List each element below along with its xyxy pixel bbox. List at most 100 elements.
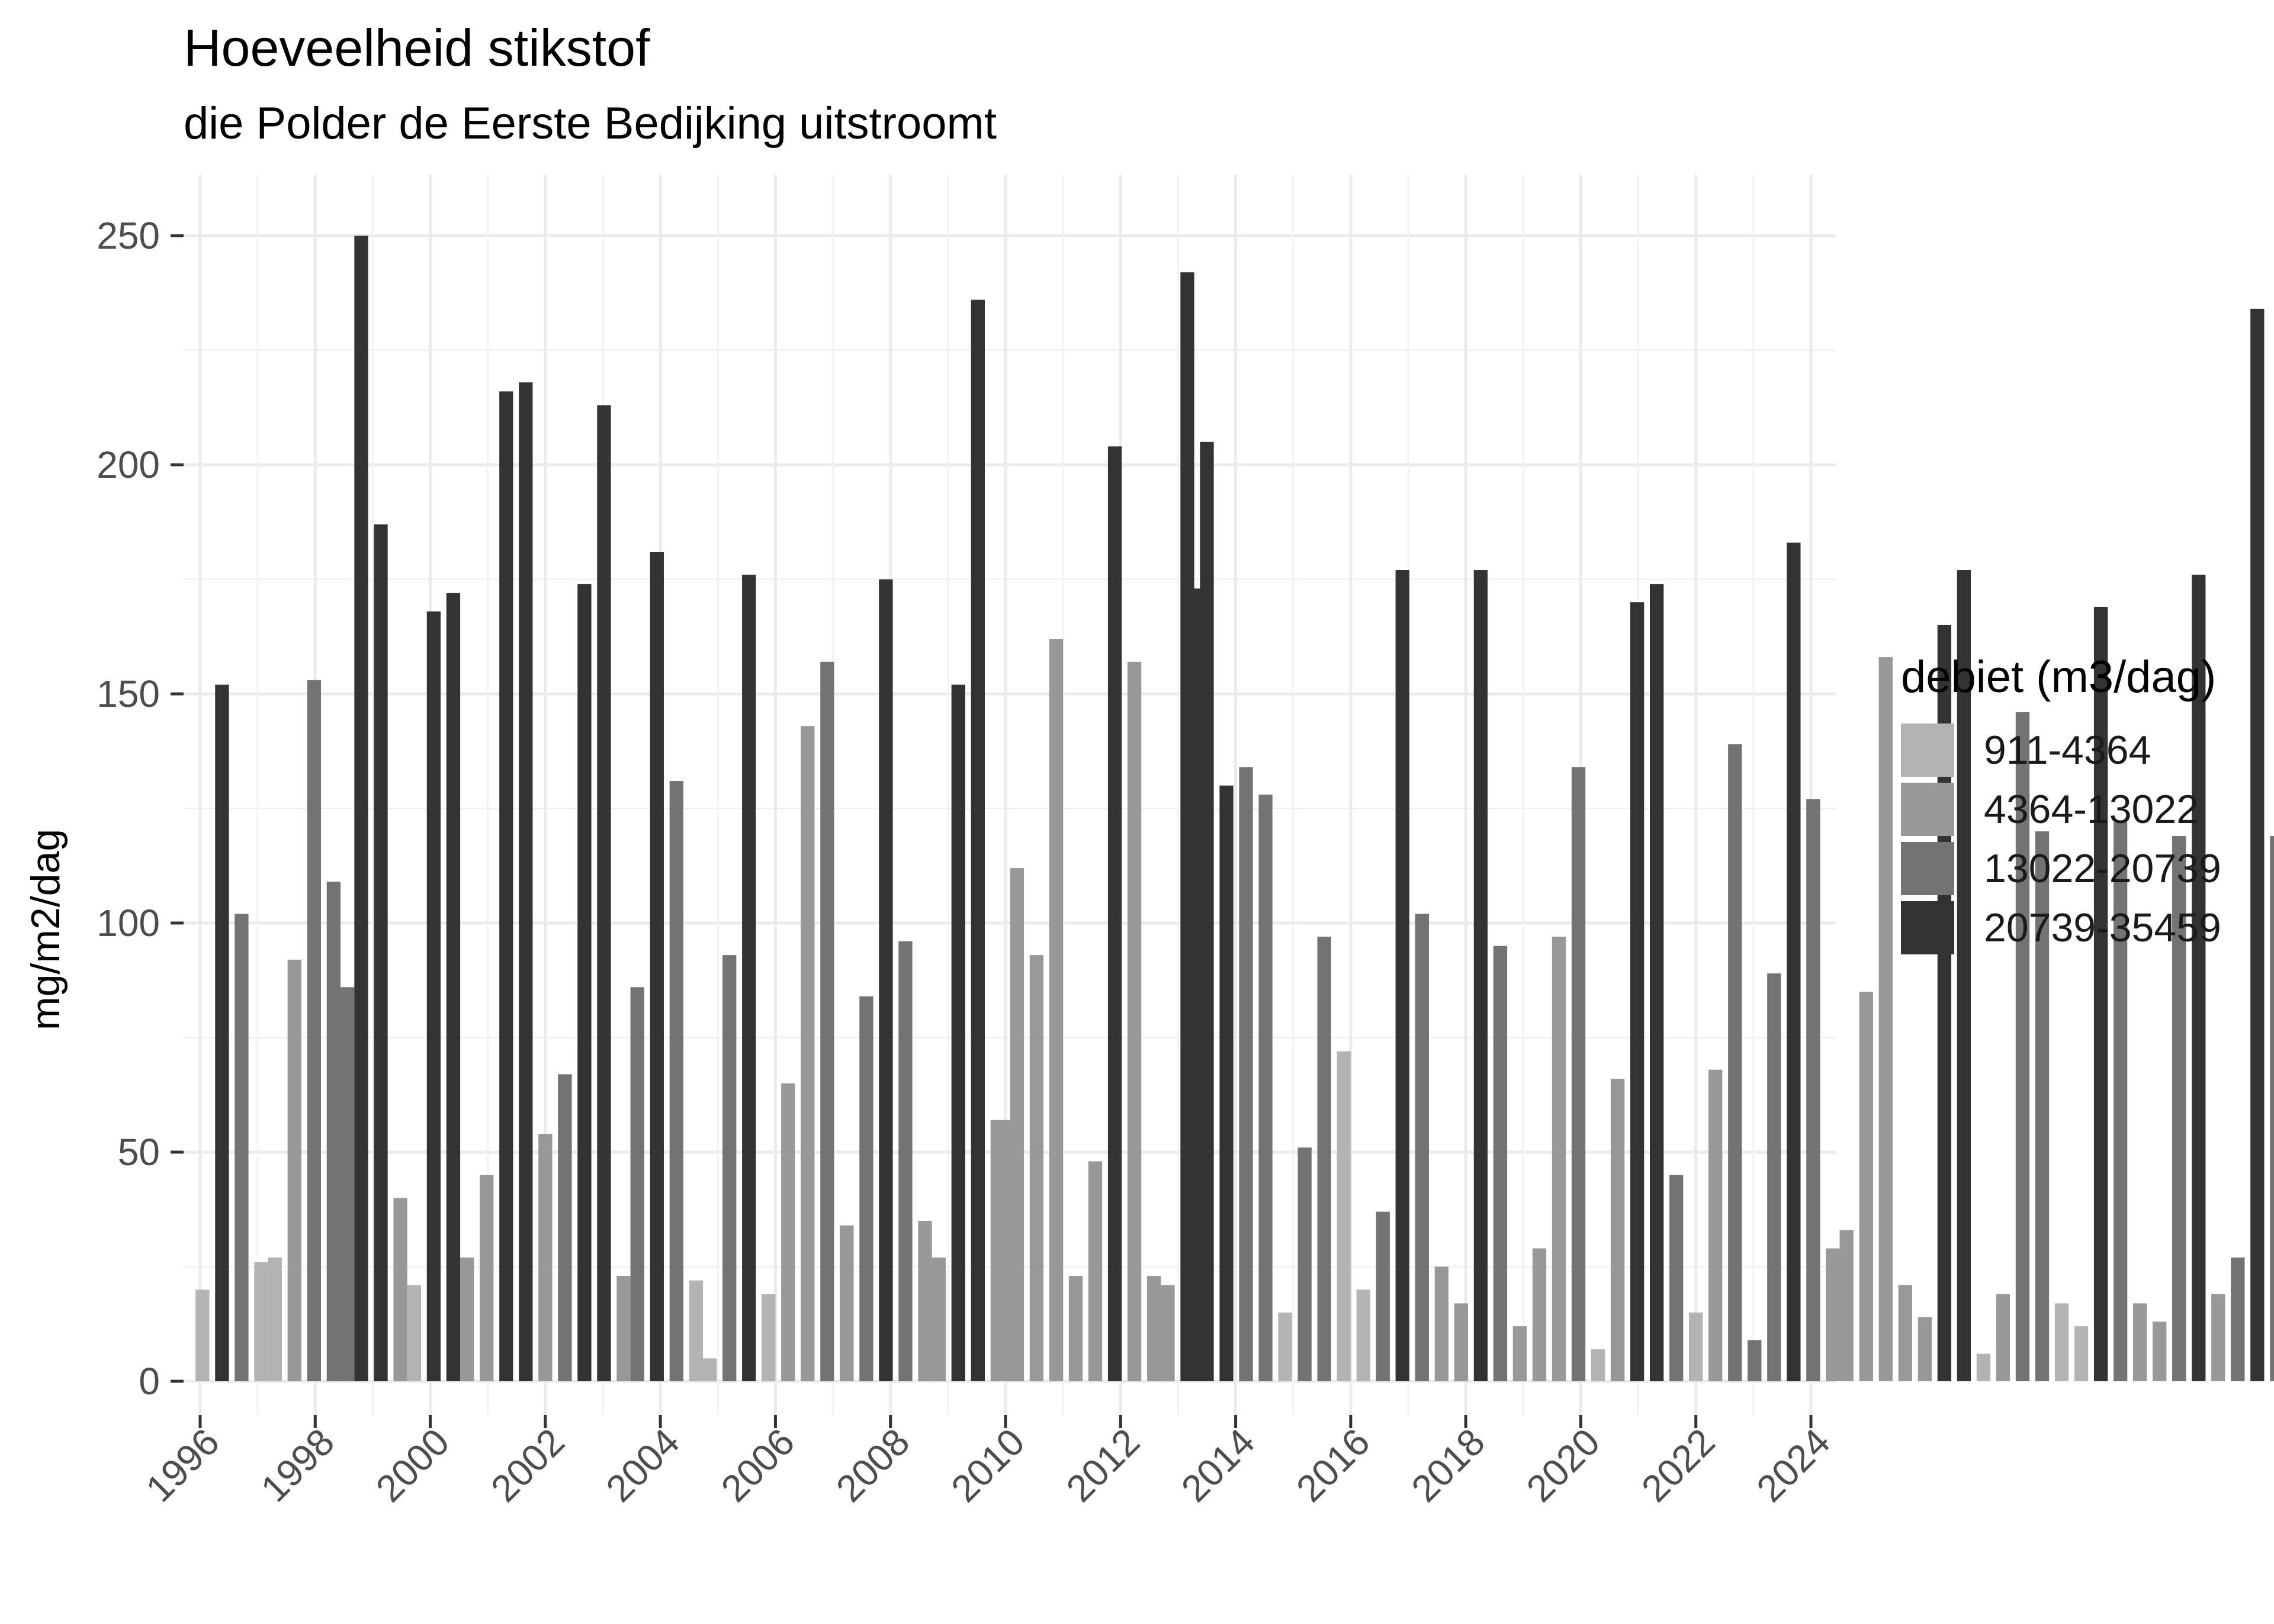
bar <box>918 1221 932 1381</box>
bars-group <box>195 236 2274 1382</box>
y-tick-label: 150 <box>97 673 160 715</box>
bar <box>971 300 985 1381</box>
bar <box>1918 1317 1932 1381</box>
x-tick-label: 2008 <box>828 1420 918 1510</box>
bar <box>1376 1211 1390 1381</box>
bar <box>1839 1230 1854 1381</box>
bar <box>2270 835 2274 1381</box>
x-tick-label: 2016 <box>1288 1420 1378 1510</box>
bar <box>1127 661 1142 1381</box>
bar <box>1532 1248 1547 1381</box>
x-tick-label: 2010 <box>943 1420 1033 1510</box>
x-tick-label: 2006 <box>713 1420 803 1510</box>
bar <box>1591 1349 1605 1381</box>
bar <box>1107 446 1122 1381</box>
legend-key <box>1901 842 1954 895</box>
bar <box>1239 767 1253 1381</box>
bar <box>1337 1051 1351 1381</box>
bar <box>195 1289 210 1381</box>
x-tick-label: 1998 <box>253 1420 343 1510</box>
bar <box>1258 795 1273 1381</box>
bar <box>1512 1326 1527 1381</box>
bar <box>1650 584 1664 1381</box>
legend-item: 911-4364 <box>1901 721 2221 780</box>
bar <box>307 680 321 1381</box>
bar <box>1088 1161 1103 1381</box>
x-tick-label: 2012 <box>1058 1420 1148 1510</box>
bar <box>2211 1294 2225 1381</box>
bar <box>840 1225 854 1381</box>
bar <box>703 1358 717 1381</box>
bar <box>1669 1175 1684 1381</box>
bar <box>1859 992 1873 1381</box>
bar <box>1473 570 1488 1381</box>
bar <box>326 882 341 1381</box>
bar <box>1708 1069 1723 1381</box>
y-axis: 0 50 100 150 200 250 <box>97 214 184 1403</box>
x-axis: 1996 1998 2000 2002 2004 2006 2008 2010 2012 2014… <box>137 1415 1838 1510</box>
x-tick-label: 2014 <box>1173 1420 1263 1510</box>
bar <box>1454 1303 1469 1381</box>
bar <box>1996 1294 2010 1381</box>
bar <box>1146 1275 1161 1381</box>
bar <box>597 405 611 1381</box>
bar <box>577 584 592 1381</box>
bar <box>254 1262 268 1381</box>
bar <box>499 391 513 1382</box>
bar <box>616 1275 631 1381</box>
bar <box>354 236 368 1381</box>
legend-items: 911-4364 4364-13022 13022-20739 20739-35459 <box>1901 721 2221 957</box>
bar <box>820 661 834 1381</box>
x-tick-label: 2018 <box>1403 1420 1493 1510</box>
bar <box>932 1258 946 1381</box>
bar <box>722 955 737 1381</box>
bar <box>268 1258 282 1381</box>
bar <box>990 1120 1005 1381</box>
bar <box>669 781 683 1381</box>
x-tick-label: 2022 <box>1633 1420 1723 1510</box>
bar <box>426 611 441 1381</box>
bar <box>519 382 533 1382</box>
y-tick-label: 250 <box>97 214 160 257</box>
legend-item: 4364-13022 <box>1901 780 2221 839</box>
bar <box>1748 1340 1762 1381</box>
chart-title: Hoeveelheid stikstof <box>184 18 650 77</box>
bar <box>2172 835 2186 1381</box>
bar <box>1049 639 1064 1381</box>
bar <box>1415 914 1429 1381</box>
bar <box>407 1285 422 1381</box>
legend: debiet (m3/dag) 911-4364 4364-13022 13022-… <box>1901 651 2221 957</box>
bar <box>1493 946 1508 1381</box>
bar <box>1200 442 1214 1381</box>
bar <box>2231 1258 2245 1381</box>
bar <box>235 914 249 1381</box>
bar <box>1878 657 1893 1381</box>
bar <box>1278 1312 1292 1381</box>
legend-item: 13022-20739 <box>1901 839 2221 898</box>
x-tick-label: 2004 <box>598 1420 688 1510</box>
legend-key <box>1901 783 1954 836</box>
bar <box>898 941 913 1381</box>
bar <box>742 574 756 1381</box>
bar <box>1356 1289 1370 1381</box>
bar <box>1317 937 1331 1381</box>
bar <box>460 1258 474 1381</box>
bar <box>1010 868 1024 1381</box>
legend-label: 20739-35459 <box>1984 905 2221 950</box>
y-tick-label: 50 <box>118 1131 160 1173</box>
bar <box>859 996 873 1381</box>
bar <box>1068 1275 1083 1381</box>
bar <box>2015 712 2030 1381</box>
bar <box>1395 570 1409 1381</box>
y-tick-label: 0 <box>139 1360 160 1403</box>
bar <box>287 959 301 1381</box>
y-axis-label: mg/m2/dag <box>23 829 68 1030</box>
bar <box>801 726 815 1381</box>
bar <box>480 1175 494 1381</box>
bar <box>393 1198 407 1381</box>
legend-label: 911-4364 <box>1984 728 2151 773</box>
bar <box>1297 1147 1312 1381</box>
bar <box>1826 1248 1840 1381</box>
bar <box>630 987 644 1381</box>
